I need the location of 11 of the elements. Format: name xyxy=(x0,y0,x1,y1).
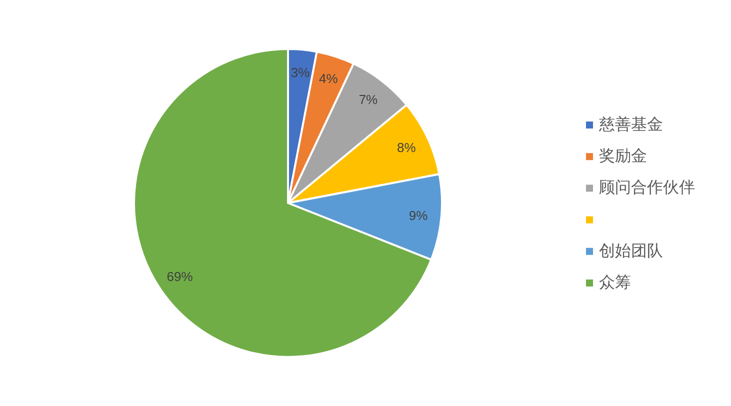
data-label: 4% xyxy=(319,71,338,86)
data-label: 69% xyxy=(166,269,194,284)
legend-label: 众筹 xyxy=(599,274,631,292)
legend-label: 创始团队 xyxy=(599,242,663,260)
legend-label: 顾问合作伙伴 xyxy=(599,178,695,197)
legend-label: 慈善基金 xyxy=(598,116,663,134)
data-label: 3% xyxy=(290,65,310,80)
data-label: 8% xyxy=(397,140,416,155)
data-label: 7% xyxy=(358,92,378,108)
legend-label: 奖励金 xyxy=(599,148,647,166)
data-label: 9% xyxy=(408,208,428,223)
